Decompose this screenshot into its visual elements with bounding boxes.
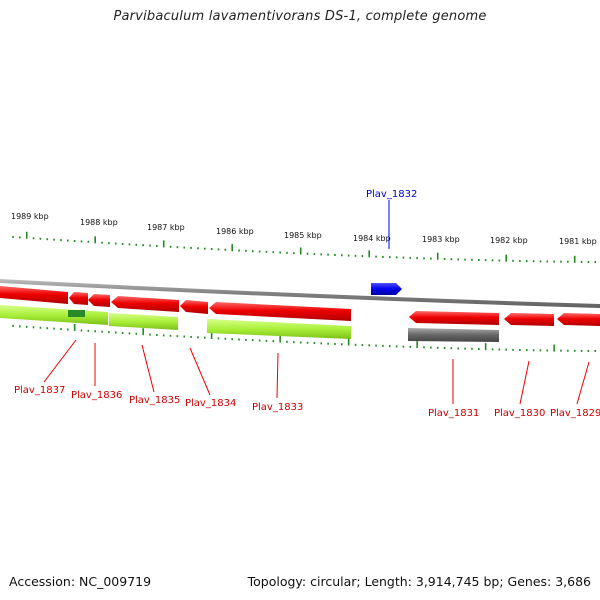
feature-green[interactable] — [0, 305, 108, 325]
gene-label-plav-1834[interactable]: Plav_1834 — [185, 398, 236, 409]
green-features — [0, 305, 351, 339]
leader-plav-1837 — [43, 339, 77, 383]
gene-red-segment[interactable] — [557, 313, 600, 326]
leader-plav-1829 — [576, 361, 590, 405]
gene-red-segment[interactable] — [0, 286, 68, 304]
gene-plav-1832-forward[interactable] — [371, 283, 402, 295]
map-title: Parvibaculum lavamentivorans DS-1, compl… — [113, 9, 487, 24]
kbp-label: 1982 kbp — [490, 236, 528, 245]
leader-plav-1830 — [519, 360, 530, 405]
feature-gray[interactable] — [408, 328, 499, 342]
kbp-label: 1986 kbp — [216, 227, 254, 236]
gene-label-plav-1833[interactable]: Plav_1833 — [252, 402, 303, 413]
feature-green[interactable] — [207, 319, 351, 339]
kbp-label: 1988 kbp — [80, 218, 118, 227]
genome-summary-text: Topology: circular; Length: 3,914,745 bp… — [247, 574, 591, 589]
gene-label-plav-1830[interactable]: Plav_1830 — [494, 408, 545, 419]
feature-dark-green[interactable] — [68, 310, 85, 317]
gene-label-plav-1836[interactable]: Plav_1836 — [71, 390, 122, 401]
tick-row-top — [12, 231, 597, 263]
gene-label-plav-1832[interactable]: Plav_1832 — [366, 189, 417, 200]
gene-label-plav-1835[interactable]: Plav_1835 — [129, 395, 180, 406]
kbp-label: 1981 kbp — [559, 237, 597, 246]
gene-red-segment[interactable] — [111, 296, 179, 312]
gene-label-plav-1837[interactable]: Plav_1837 — [14, 385, 65, 396]
accession-text: Accession: NC_009719 — [9, 574, 152, 589]
feature-green[interactable] — [109, 313, 178, 330]
genome-backbone — [0, 279, 600, 308]
tick-row-bottom — [12, 323, 597, 352]
kbp-label: 1983 kbp — [422, 235, 460, 244]
gene-red-segment[interactable] — [504, 313, 554, 326]
leader-plav-1835 — [141, 344, 155, 393]
gene-label-plav-1831[interactable]: Plav_1831 — [428, 408, 479, 419]
gene-red-segment[interactable] — [209, 302, 351, 321]
kbp-label: 1989 kbp — [11, 212, 49, 221]
leader-plav-1833 — [276, 352, 279, 399]
kbp-scale: 1989 kbp 1988 kbp 1987 kbp 1986 kbp 1985… — [11, 212, 597, 246]
reverse-genes — [0, 286, 600, 326]
kbp-label: 1984 kbp — [353, 234, 391, 243]
gene-red-segment[interactable] — [69, 292, 88, 305]
gene-red-segment[interactable] — [88, 294, 110, 307]
kbp-label: 1987 kbp — [147, 223, 185, 232]
label-leaders — [43, 200, 590, 405]
gene-red-segment[interactable] — [409, 311, 499, 325]
gene-red-segment[interactable] — [180, 300, 208, 314]
gene-label-plav-1829[interactable]: Plav_1829 — [550, 408, 600, 419]
kbp-label: 1985 kbp — [284, 231, 322, 240]
leader-plav-1834 — [189, 347, 211, 396]
gene-labels: Plav_1837 Plav_1836 Plav_1835 Plav_1834 … — [14, 189, 600, 419]
